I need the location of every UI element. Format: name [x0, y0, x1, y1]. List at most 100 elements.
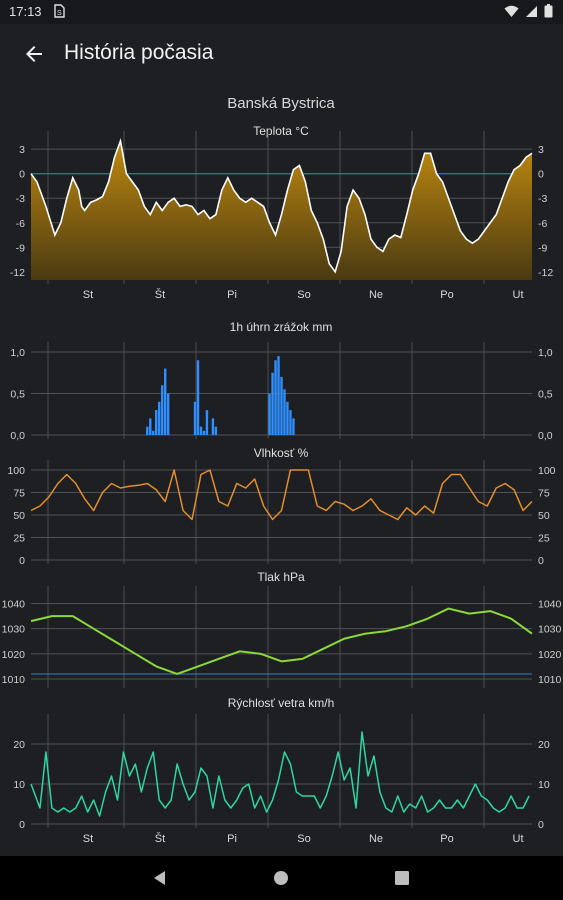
nav-home-icon[interactable] — [271, 868, 291, 888]
pressure-line — [30, 607, 533, 675]
x-tick-label: Po — [440, 289, 453, 301]
y-tick-label-left: 1040 — [2, 599, 26, 611]
y-tick-label-left: -3 — [16, 193, 25, 205]
precipitation-bar — [146, 426, 149, 435]
x-tick-label: Pi — [227, 833, 237, 845]
temperature-line — [30, 137, 533, 274]
y-tick-label-right: 0 — [538, 819, 544, 831]
y-tick-label-left: -9 — [16, 242, 25, 254]
precipitation-bar — [292, 418, 295, 435]
precipitation-bar — [211, 418, 215, 435]
chart-title: 1h úhrn zrážok mm — [230, 320, 333, 334]
precipitation-bar — [268, 393, 271, 435]
x-tick-label: St — [83, 833, 93, 845]
page-title: História počasia — [64, 41, 214, 64]
y-tick-label-right: 0,5 — [538, 389, 553, 401]
y-tick-label-right: 1030 — [538, 624, 562, 636]
y-tick-label-left: -6 — [16, 218, 25, 230]
precipitation-bar — [199, 426, 203, 435]
precipitation-bar — [149, 418, 152, 435]
status-bar: 17:13 S — [0, 0, 563, 24]
y-tick-label-right: 20 — [538, 739, 550, 751]
temperature-area — [31, 141, 532, 280]
y-tick-label-right: 100 — [538, 465, 556, 477]
y-tick-label-right: -6 — [538, 218, 547, 230]
y-tick-label-right: 75 — [538, 488, 550, 500]
app-bar: História počasia — [0, 24, 563, 84]
status-time: 17:13 — [9, 4, 42, 19]
y-tick-label-right: -12 — [538, 267, 553, 279]
y-tick-label-right: 0 — [538, 169, 544, 181]
x-tick-label: Pi — [227, 289, 237, 301]
precipitation-bar — [155, 410, 158, 435]
wifi-icon — [504, 5, 519, 17]
weather-history-content[interactable]: Banská Bystrica Teplota °C 3 3 0 0 -3 -3 -6 -6 -9… — [0, 84, 563, 856]
y-tick-label-left: 20 — [13, 739, 25, 751]
x-tick-label: Ut — [513, 833, 524, 845]
y-tick-label-right: 1020 — [538, 649, 562, 661]
y-tick-label-right: -9 — [538, 242, 547, 254]
y-tick-label-left: 50 — [13, 510, 25, 522]
precipitation-bar — [283, 389, 286, 435]
y-tick-label-right: 25 — [538, 533, 550, 545]
battery-icon — [544, 4, 553, 18]
precipitation-bar — [280, 376, 283, 435]
x-tick-label: Št — [155, 288, 165, 301]
precipitation-bar — [274, 360, 277, 435]
y-tick-label-right: 0 — [538, 555, 544, 567]
y-tick-label-right: 10 — [538, 779, 550, 791]
y-tick-label-right: 1010 — [538, 674, 562, 686]
precipitation-bar — [277, 356, 280, 435]
precipitation-bar — [163, 368, 167, 435]
x-tick-label: So — [297, 833, 310, 845]
arrow-back-icon[interactable] — [22, 42, 46, 66]
x-tick-label: Ne — [369, 289, 383, 301]
precipitation-bar — [205, 410, 209, 435]
precipitation-bar — [166, 393, 170, 435]
y-tick-label-right: -3 — [538, 193, 547, 205]
x-tick-label: St — [83, 289, 93, 301]
precipitation-bar — [152, 430, 155, 435]
y-tick-label-left: 75 — [13, 488, 25, 500]
chart-title: Tlak hPa — [257, 570, 305, 584]
precipitation-bar — [161, 385, 164, 435]
y-tick-label-left: 3 — [19, 144, 25, 156]
y-tick-label-left: 1030 — [2, 624, 26, 636]
y-tick-label-left: 0,0 — [10, 430, 25, 442]
precipitation-bar — [214, 426, 218, 435]
navigation-bar — [0, 856, 563, 900]
nav-back-icon[interactable] — [150, 868, 170, 888]
x-tick-label: Ne — [369, 833, 383, 845]
system-icons — [504, 4, 553, 18]
precipitation-bar — [158, 401, 161, 435]
y-tick-label-left: 0 — [19, 555, 25, 567]
precipitation-bar — [202, 430, 206, 435]
y-tick-label-right: 0,0 — [538, 430, 553, 442]
y-tick-label-left: 10 — [13, 779, 25, 791]
wind-line — [30, 731, 530, 817]
y-tick-label-left: 0,5 — [10, 389, 25, 401]
precipitation-bar — [193, 401, 197, 435]
y-tick-label-right: 50 — [538, 510, 550, 522]
chart-title: Teplota °C — [253, 124, 309, 138]
y-tick-label-left: 0 — [19, 169, 25, 181]
x-tick-label: Po — [440, 833, 453, 845]
nav-recents-icon[interactable] — [392, 868, 412, 888]
x-tick-label: So — [297, 289, 310, 301]
precipitation-bar — [289, 410, 292, 435]
humidity-line — [30, 469, 533, 521]
x-tick-label: Ut — [513, 289, 524, 301]
y-tick-label-left: -12 — [10, 267, 25, 279]
svg-text:S: S — [57, 10, 62, 17]
y-tick-label-left: 25 — [13, 533, 25, 545]
y-tick-label-left: 0 — [19, 819, 25, 831]
y-tick-label-left: 1020 — [2, 649, 26, 661]
signal-icon — [526, 5, 537, 17]
x-tick-label: Št — [155, 832, 165, 845]
location-name: Banská Bystrica — [227, 95, 335, 112]
weather-charts: Banská Bystrica Teplota °C 3 3 0 0 -3 -3 -6 -6 -9… — [2, 95, 562, 845]
chart-title: Vlhkosť % — [254, 446, 309, 460]
chart-title: Rýchlosť vetra km/h — [228, 696, 335, 710]
precipitation-bar — [196, 360, 200, 435]
y-tick-label-left: 1010 — [2, 674, 26, 686]
